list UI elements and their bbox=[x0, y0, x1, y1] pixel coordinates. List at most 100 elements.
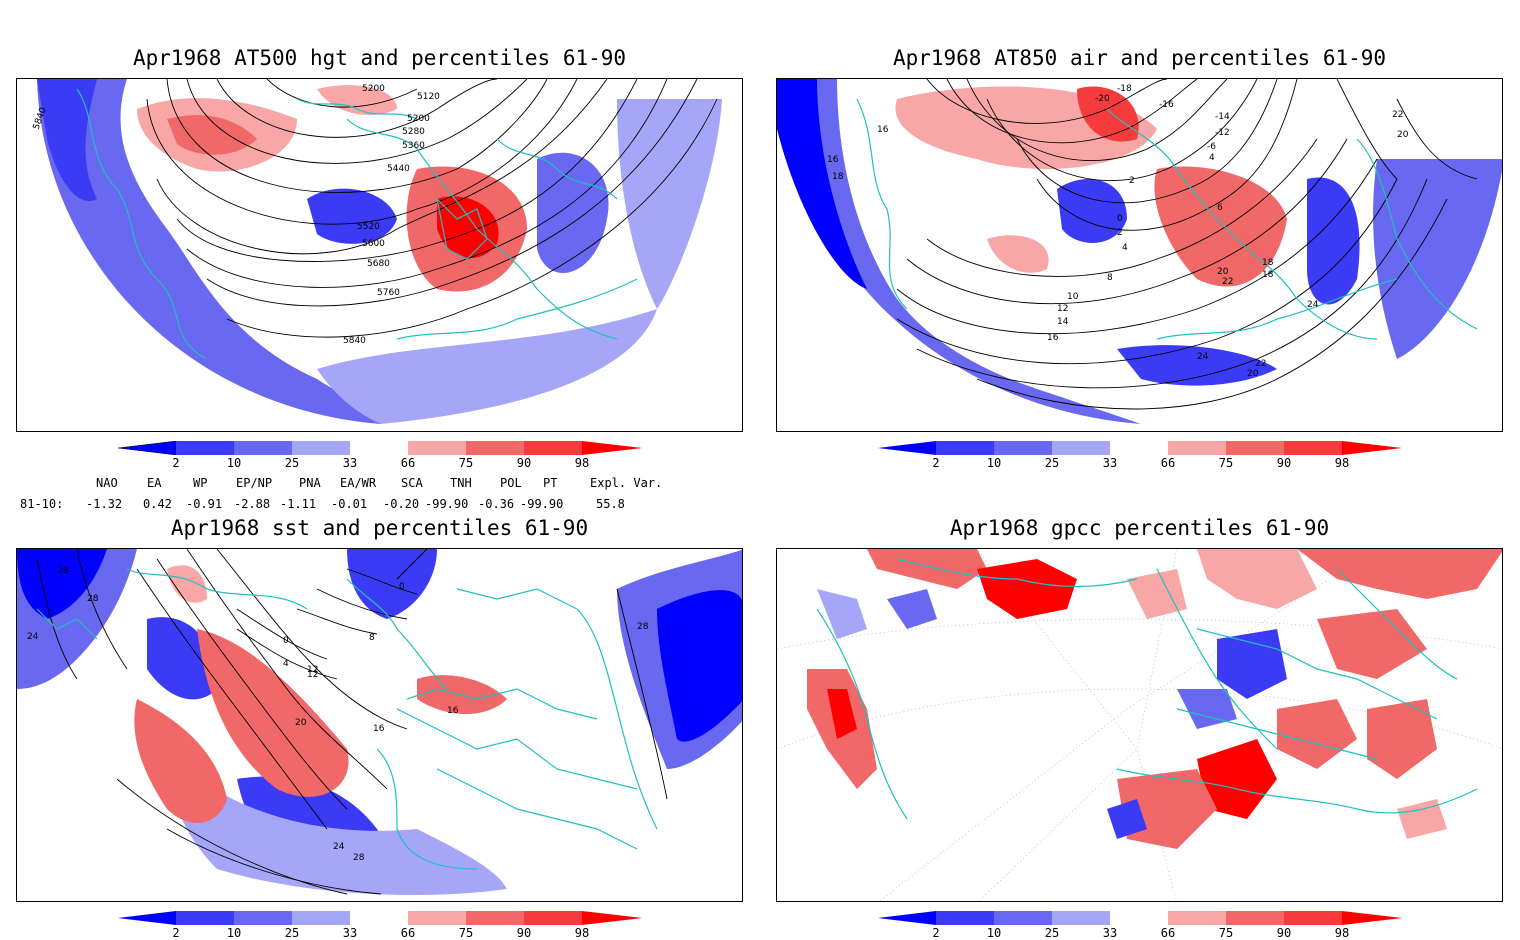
colorbar-swatches bbox=[878, 911, 1402, 925]
anomaly-blue-east bbox=[1307, 177, 1360, 305]
colorbar-label: 90 bbox=[1276, 456, 1292, 470]
colorbar-label: 98 bbox=[1334, 456, 1350, 470]
map-gpcc bbox=[776, 548, 1503, 902]
contour-label: 24 bbox=[1307, 300, 1319, 310]
contour-labels: 28 28 24 0 0 4 8 12 16 20 24 28 16 28 12 bbox=[27, 566, 649, 863]
panel-title-hgt: Apr1968 AT500 hgt and percentiles 61-90 bbox=[132, 46, 627, 70]
panel-title-sst: Apr1968 sst and percentiles 61-90 bbox=[170, 516, 589, 540]
colorbar-label: 2 bbox=[932, 926, 940, 940]
index-value: -1.32 bbox=[86, 497, 123, 511]
contour-label: 5600 bbox=[362, 239, 385, 249]
panel-title-air: Apr1968 AT850 air and percentiles 61-90 bbox=[892, 46, 1387, 70]
anomaly-red-west bbox=[987, 235, 1049, 273]
contour-label: 24 bbox=[333, 842, 345, 852]
contour-label: 18 bbox=[1262, 270, 1274, 280]
coastlines bbox=[816, 558, 1478, 820]
index-header: WP bbox=[193, 476, 208, 490]
contour-label: 4 bbox=[1122, 243, 1128, 253]
colorbar-label: 33 bbox=[1102, 926, 1118, 940]
anomaly-red-center bbox=[1154, 166, 1287, 287]
index-value: -0.20 bbox=[383, 497, 420, 511]
contour-label: 5440 bbox=[387, 164, 410, 174]
colorbar-label: 10 bbox=[986, 926, 1002, 940]
contour-label: 12 bbox=[1057, 304, 1068, 314]
index-value: -2.88 bbox=[234, 497, 271, 511]
contour-label: 28 bbox=[637, 622, 649, 632]
colorbar-label: 90 bbox=[516, 926, 532, 940]
anomaly-blue-west-core bbox=[777, 79, 867, 289]
contour-label: -18 bbox=[1117, 84, 1132, 94]
contour-label: 28 bbox=[353, 853, 365, 863]
anomaly-blue-dark bbox=[37, 79, 97, 201]
contour-label: -6 bbox=[1207, 142, 1216, 152]
coastlines bbox=[36, 568, 658, 870]
contour-label: 12 bbox=[307, 670, 318, 680]
colorbar-swatches bbox=[118, 911, 642, 925]
contour-label: 0 bbox=[283, 636, 289, 646]
contour-label: 20 bbox=[1217, 267, 1229, 277]
index-header: NAO bbox=[96, 476, 118, 490]
contour-label: 20 bbox=[295, 718, 307, 728]
panel-title-gpcc: Apr1968 gpcc percentiles 61-90 bbox=[949, 516, 1330, 540]
height-contours bbox=[146, 79, 718, 338]
index-header: EA bbox=[147, 476, 162, 490]
colorbar-label: 90 bbox=[516, 456, 532, 470]
contour-label: 16 bbox=[373, 724, 385, 734]
anomaly-red-med bbox=[417, 675, 507, 714]
index-value: -0.01 bbox=[331, 497, 368, 511]
colorbar-label: 25 bbox=[284, 456, 300, 470]
colorbar-label: 98 bbox=[574, 456, 590, 470]
anomaly-blue-center bbox=[307, 188, 397, 244]
colorbar-label: 33 bbox=[1102, 456, 1118, 470]
coastlines bbox=[856, 98, 1478, 340]
index-header: EP/NP bbox=[236, 476, 273, 490]
index-header: TNH bbox=[450, 476, 472, 490]
contour-label: -14 bbox=[1215, 112, 1230, 122]
contour-label: 16 bbox=[827, 155, 839, 165]
anomaly-red-north-core bbox=[167, 115, 257, 155]
colorbar-air: 2 10 25 33 66 75 90 98 bbox=[878, 440, 1402, 472]
anomaly-blue-east bbox=[537, 152, 609, 273]
hemisphere-disk bbox=[777, 79, 1502, 424]
contour-label: 14 bbox=[1057, 317, 1069, 327]
contour-label: 5200 bbox=[407, 114, 430, 124]
contour-label: 18 bbox=[832, 172, 844, 182]
colorbar-label: 33 bbox=[342, 456, 358, 470]
contour-label: 16 bbox=[877, 125, 889, 135]
colorbar-label: 33 bbox=[342, 926, 358, 940]
contour-label: 16 bbox=[1047, 333, 1059, 343]
contour-label: 5840 bbox=[343, 336, 366, 346]
colorbar-label: 98 bbox=[1334, 926, 1350, 940]
anomaly-red-atlantic bbox=[317, 85, 397, 115]
contour-label: 10 bbox=[1067, 292, 1079, 302]
colorbar-label: 75 bbox=[1218, 926, 1234, 940]
sst-contours bbox=[36, 549, 668, 895]
colorbar-label: 25 bbox=[1044, 456, 1060, 470]
anomaly-red-southwest bbox=[134, 699, 227, 823]
contour-label: 22 bbox=[1392, 110, 1403, 120]
contour-label: 20 bbox=[1247, 369, 1259, 379]
contour-label: 5360 bbox=[402, 141, 425, 151]
index-value: 55.8 bbox=[596, 497, 625, 511]
index-value: -0.91 bbox=[186, 497, 223, 511]
colorbar-sst: 2 10 25 33 66 75 90 98 bbox=[118, 910, 642, 940]
anomaly-blue-west-core bbox=[17, 549, 107, 619]
index-value: 0.42 bbox=[143, 497, 172, 511]
contour-label: 24 bbox=[1197, 352, 1209, 362]
contour-label: 2 bbox=[1117, 228, 1123, 238]
map-sst: 28 28 24 0 0 4 8 12 16 20 24 28 16 28 12 bbox=[16, 548, 743, 902]
temperature-contours bbox=[896, 79, 1478, 410]
anomaly-blue-north bbox=[347, 549, 437, 619]
colorbar-label: 25 bbox=[1044, 926, 1060, 940]
colorbar-swatches bbox=[117, 440, 642, 456]
contour-label: 5760 bbox=[377, 288, 400, 298]
anomaly-blue-center bbox=[1057, 179, 1127, 243]
index-value: -1.11 bbox=[280, 497, 317, 511]
contour-label: 0 bbox=[399, 582, 405, 592]
index-header: PT bbox=[543, 476, 558, 490]
contour-label: -16 bbox=[1159, 100, 1174, 110]
colorbar-label: 66 bbox=[400, 456, 416, 470]
colorbar-label: 25 bbox=[284, 926, 300, 940]
colorbar-hgt: 2 10 25 33 66 75 90 98 bbox=[117, 440, 642, 472]
colorbar-label: 66 bbox=[400, 926, 416, 940]
